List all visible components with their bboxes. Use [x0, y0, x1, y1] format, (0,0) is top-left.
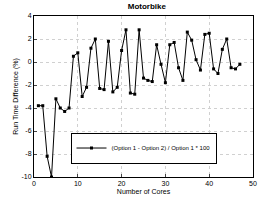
svg-text:-10: -10	[21, 173, 31, 180]
svg-text:20: 20	[118, 180, 126, 187]
svg-text:-8: -8	[25, 150, 31, 157]
svg-text:Motorbike: Motorbike	[128, 2, 167, 11]
svg-text:0: 0	[28, 58, 32, 65]
svg-text:30: 30	[162, 180, 170, 187]
svg-text:-2: -2	[25, 81, 31, 88]
svg-text:(Option 1 - Option 2) / Option: (Option 1 - Option 2) / Option 1 * 100	[112, 145, 211, 151]
svg-text:40: 40	[205, 180, 213, 187]
svg-text:2: 2	[28, 35, 32, 42]
svg-text:50: 50	[249, 180, 257, 187]
svg-text:4: 4	[28, 12, 32, 19]
svg-text:-6: -6	[25, 127, 31, 134]
svg-text:0: 0	[32, 180, 36, 187]
svg-text:-4: -4	[25, 104, 31, 111]
svg-text:Run Time Difference (%): Run Time Difference (%)	[12, 58, 20, 135]
svg-text:Number of Cores: Number of Cores	[117, 188, 171, 195]
svg-text:10: 10	[74, 180, 82, 187]
